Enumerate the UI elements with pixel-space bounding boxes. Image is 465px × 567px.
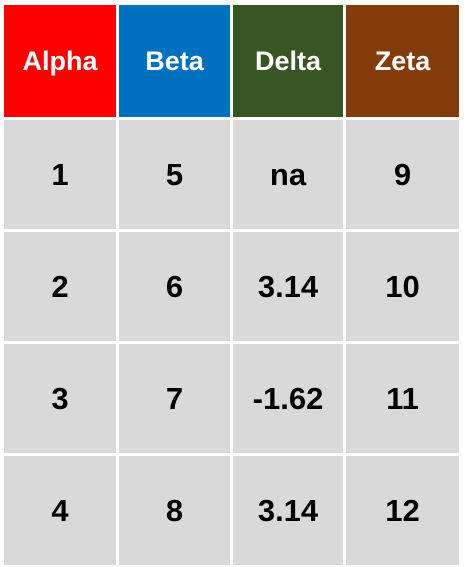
- table-row: 3 7 -1.62 11: [4, 344, 459, 456]
- table-cell: -1.62: [233, 344, 346, 456]
- data-table: Alpha Beta Delta Zeta 1 5 na 9 2 6 3.14 …: [4, 5, 459, 565]
- header-alpha: Alpha: [4, 5, 119, 120]
- table-cell: 4: [4, 456, 119, 565]
- data-table-container: Alpha Beta Delta Zeta 1 5 na 9 2 6 3.14 …: [4, 5, 459, 565]
- table-row: 1 5 na 9: [4, 120, 459, 232]
- table-row: 4 8 3.14 12: [4, 456, 459, 565]
- table-header: Alpha Beta Delta Zeta: [4, 5, 459, 120]
- table-row: 2 6 3.14 10: [4, 232, 459, 344]
- table-body: 1 5 na 9 2 6 3.14 10 3 7 -1.62 11 4 8 3.…: [4, 120, 459, 565]
- table-cell: 11: [346, 344, 459, 456]
- table-cell: 7: [119, 344, 233, 456]
- table-cell: 6: [119, 232, 233, 344]
- header-row: Alpha Beta Delta Zeta: [4, 5, 459, 120]
- header-delta: Delta: [233, 5, 346, 120]
- table-cell: 3.14: [233, 456, 346, 565]
- table-cell: 9: [346, 120, 459, 232]
- table-cell: 12: [346, 456, 459, 565]
- table-cell: 2: [4, 232, 119, 344]
- header-zeta: Zeta: [346, 5, 459, 120]
- table-cell: 3.14: [233, 232, 346, 344]
- table-cell: 10: [346, 232, 459, 344]
- table-cell: 1: [4, 120, 119, 232]
- header-beta: Beta: [119, 5, 233, 120]
- table-cell: na: [233, 120, 346, 232]
- table-cell: 5: [119, 120, 233, 232]
- table-cell: 8: [119, 456, 233, 565]
- table-cell: 3: [4, 344, 119, 456]
